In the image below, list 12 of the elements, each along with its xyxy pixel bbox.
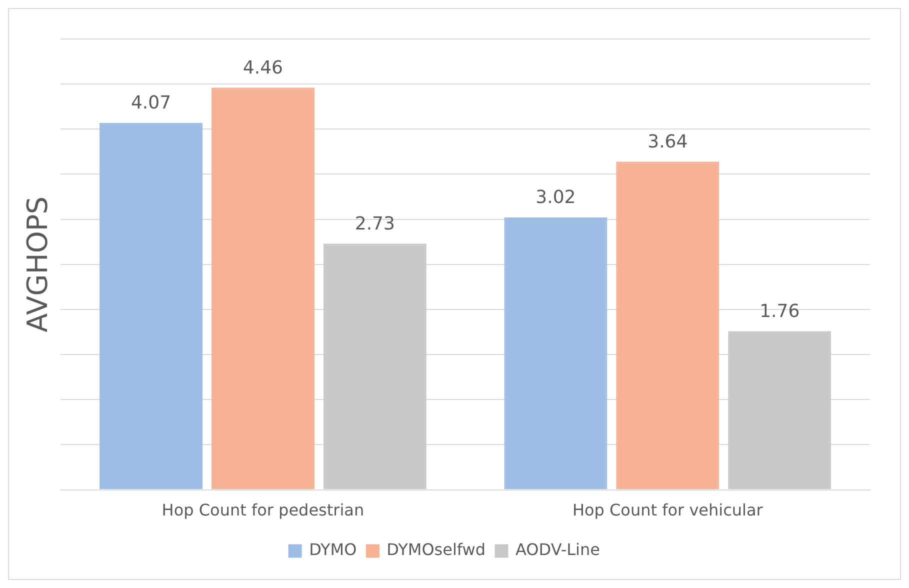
legend-label: AODV-Line [516, 540, 600, 560]
legend-label: DYMO [309, 540, 357, 560]
x-tick-label: Hop Count for pedestrian [162, 500, 364, 520]
x-tick-label: Hop Count for vehicular [572, 500, 764, 520]
data-label: 1.76 [760, 300, 800, 322]
data-label: 3.02 [536, 187, 576, 208]
y-axis-title: AVGHOPS [21, 196, 54, 332]
data-label: 4.07 [130, 92, 172, 114]
data-label: 3.64 [648, 131, 688, 152]
data-label: 4.46 [242, 57, 283, 78]
legend-label: DYMOselfwd [386, 540, 486, 560]
data-label: 2.73 [354, 213, 395, 234]
